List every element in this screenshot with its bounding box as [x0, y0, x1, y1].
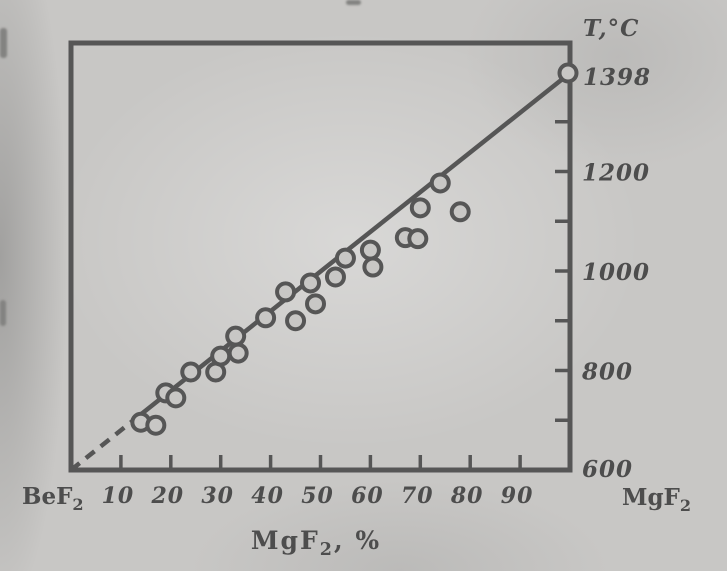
x-tick-label: 90 — [501, 483, 534, 509]
data-point — [429, 172, 451, 194]
x-tick-label: 70 — [401, 483, 434, 509]
scan-artifact — [0, 300, 6, 326]
formula-subscript: 2 — [680, 496, 691, 515]
x-corner-label-bef2: BeF2 — [22, 483, 84, 514]
formula-subscript: 2 — [72, 495, 83, 514]
x-corner-label-mgf2: MgF2 — [622, 484, 691, 515]
data-point — [180, 361, 202, 383]
formula-subscript: 2 — [320, 540, 334, 560]
y-top-value-label: 1398 — [583, 64, 651, 91]
data-point — [449, 201, 471, 223]
y-tick-label: 800 — [581, 359, 633, 386]
data-point — [557, 62, 579, 84]
data-point — [407, 228, 429, 250]
x-tick-label: 20 — [150, 483, 184, 509]
scan-artifact — [346, 0, 361, 5]
data-point — [324, 266, 346, 288]
liquidus-line — [134, 71, 572, 421]
liquidus-line-dashed — [69, 416, 138, 472]
data-point — [145, 414, 167, 436]
data-point — [359, 239, 381, 261]
data-point — [255, 307, 277, 329]
data-point — [362, 256, 384, 278]
x-tick-label: 60 — [351, 483, 384, 509]
data-point — [210, 345, 232, 367]
formula-text: BeF — [22, 483, 73, 510]
x-tick-label: 40 — [251, 483, 284, 509]
formula-text: , % — [334, 526, 381, 555]
data-point — [225, 325, 247, 347]
formula-text: MgF — [622, 484, 681, 511]
y-tick-label: 600 — [582, 456, 633, 483]
x-tick-label: 30 — [201, 483, 234, 509]
data-point — [300, 272, 322, 294]
y-tick-label: 1000 — [582, 259, 650, 286]
data-point — [334, 247, 356, 269]
data-point — [165, 387, 187, 409]
data-point — [275, 281, 297, 303]
data-point — [227, 342, 249, 364]
x-tick-label: 10 — [102, 483, 135, 509]
data-point — [305, 293, 327, 315]
data-point — [285, 310, 307, 332]
x-tick-label: 80 — [450, 483, 484, 509]
data-point — [409, 197, 431, 219]
y-tick-label: 1200 — [582, 160, 650, 187]
plot-border — [68, 40, 573, 473]
x-axis-title: MgF2, % — [251, 526, 381, 560]
y-axis-title: T,°C — [583, 15, 639, 42]
x-tick-label: 50 — [301, 483, 334, 509]
scan-artifact — [0, 28, 7, 58]
formula-text: MgF — [251, 526, 320, 555]
